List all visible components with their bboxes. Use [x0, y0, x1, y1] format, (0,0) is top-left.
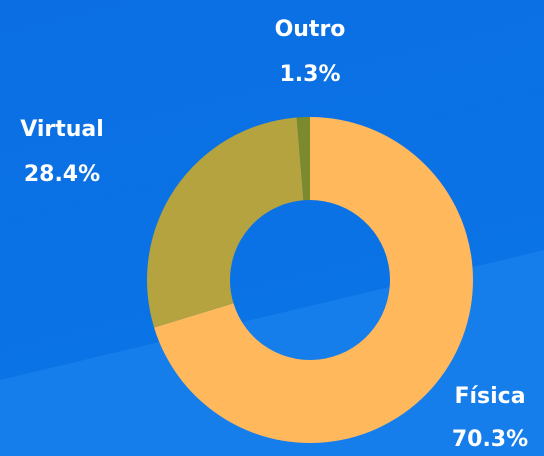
- slice-label: Física: [454, 384, 525, 409]
- slice-value-label: 1.3%: [279, 62, 340, 87]
- slice: [146, 117, 304, 328]
- slice-value-label: 70.3%: [452, 427, 528, 452]
- slice-label: Outro: [275, 17, 346, 42]
- slice-label: Virtual: [20, 117, 104, 142]
- slice: [154, 117, 473, 444]
- slice: [296, 117, 310, 201]
- slice-value-label: 28.4%: [24, 162, 100, 187]
- donut: [146, 117, 473, 444]
